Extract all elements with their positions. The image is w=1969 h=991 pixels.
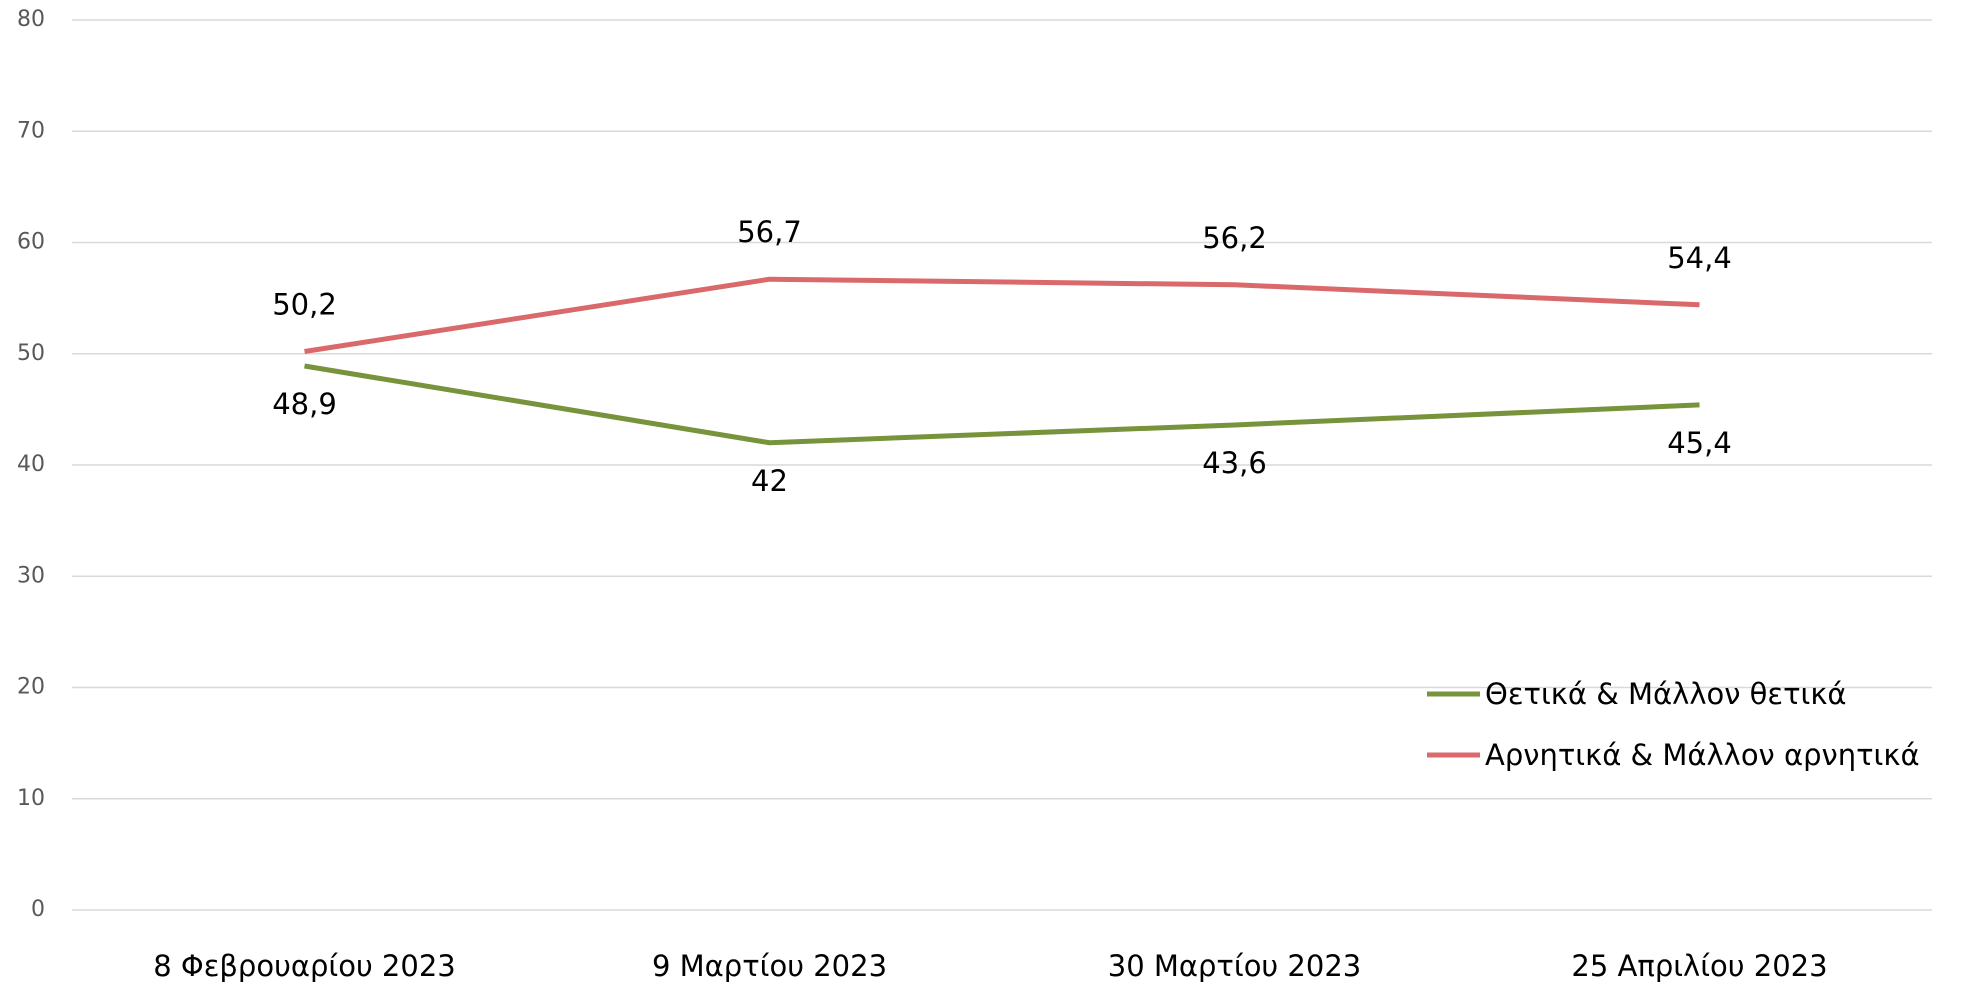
data-label: 42 [751, 464, 788, 498]
y-tick-label: 10 [17, 786, 45, 811]
series-line [304, 363, 1700, 446]
y-tick-label: 40 [17, 452, 45, 477]
legend-label: Θετικά & Μάλλον θετικά [1485, 677, 1847, 711]
y-tick-label: 60 [17, 230, 45, 255]
x-tick-label: 9 Μαρτίου 2023 [652, 949, 887, 983]
data-label: 56,7 [737, 215, 802, 249]
legend-label: Αρνητικά & Μάλλον αρνητικά [1485, 738, 1920, 772]
y-tick-label: 50 [17, 341, 45, 366]
x-tick-label: 30 Μαρτίου 2023 [1108, 949, 1361, 983]
y-tick-label: 80 [17, 7, 45, 32]
data-label: 48,9 [272, 387, 337, 421]
y-tick-label: 0 [31, 897, 45, 922]
x-tick-label: 25 Απριλίου 2023 [1571, 949, 1827, 983]
data-label: 50,2 [272, 288, 337, 322]
data-label: 54,4 [1667, 241, 1732, 275]
x-tick-label: 8 Φεβρουαρίου 2023 [153, 949, 456, 983]
data-label: 56,2 [1202, 221, 1267, 255]
data-label: 45,4 [1667, 426, 1732, 460]
y-tick-label: 20 [17, 675, 45, 700]
data-label: 43,6 [1202, 446, 1267, 480]
y-tick-label: 30 [17, 563, 45, 588]
y-tick-label: 70 [17, 118, 45, 143]
series-line [304, 276, 1700, 354]
